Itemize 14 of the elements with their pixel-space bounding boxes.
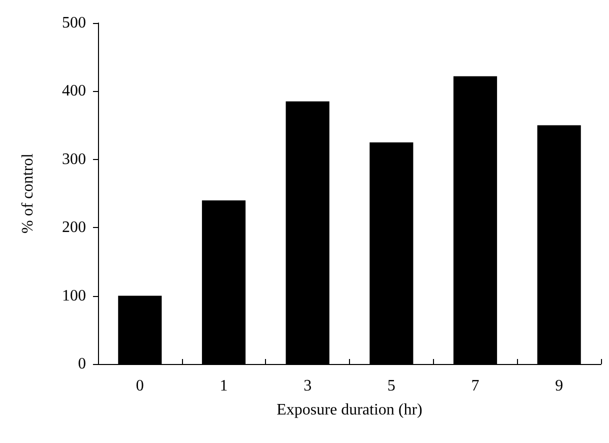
x-tick-label: 1 (220, 378, 228, 394)
y-tick-label: 500 (62, 14, 86, 32)
x-tick-label: 5 (387, 378, 396, 394)
x-tick-label: 9 (555, 378, 564, 394)
x-tick-label: 3 (304, 378, 312, 394)
y-tick-label: 300 (62, 150, 86, 168)
y-axis-title: % of control (20, 152, 36, 234)
x-axis-title: Exposure duration (hr) (276, 402, 422, 418)
x-tick-label: 7 (471, 378, 480, 394)
y-tick-label: 100 (62, 287, 86, 304)
y-tick-label: 200 (62, 219, 86, 236)
y-tick-label: 0 (78, 356, 86, 372)
y-tick-label: 400 (62, 82, 86, 100)
x-tick-label: 0 (136, 378, 144, 394)
